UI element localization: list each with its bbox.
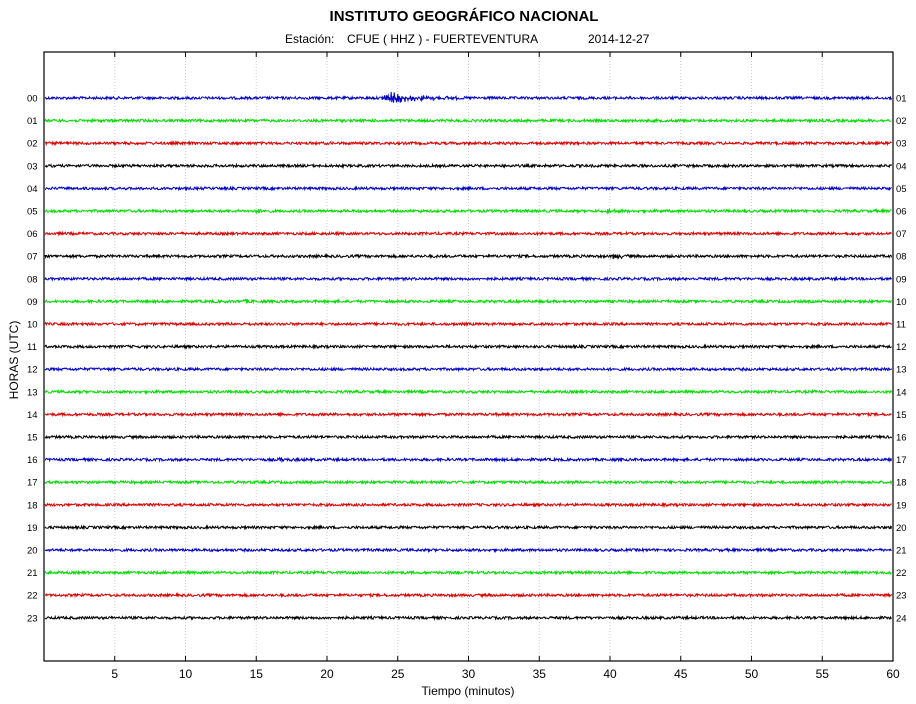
hour-label-right: 06 [896,207,907,218]
trace-hour-19 [44,524,893,531]
hour-label-right: 12 [896,342,907,353]
hour-label-right: 13 [896,365,907,376]
hour-label-right: 11 [896,320,906,331]
station-name: CFUE ( HHZ ) - FUERTEVENTURA [347,32,538,46]
hour-label-left: 04 [27,184,38,195]
chart-title: INSTITUTO GEOGRÁFICO NACIONAL [330,8,599,25]
hour-label-right: 24 [896,613,907,624]
hour-label-left: 02 [27,139,38,150]
hour-label-left: 01 [27,116,38,127]
trace-hour-15 [44,433,893,441]
hour-label-right: 19 [896,500,907,511]
x-tick-label: 30 [462,667,476,681]
hour-label-left: 21 [27,568,38,579]
hour-label-right: 14 [896,387,907,398]
trace-hour-20 [44,546,892,554]
x-tick-label: 50 [745,667,759,681]
seismic-traces [44,91,893,621]
x-tick-label: 25 [391,667,405,681]
trace-hour-09 [44,298,892,305]
hour-label-left: 20 [27,546,38,557]
x-tick-label: 60 [886,667,900,681]
hour-label-right: 02 [896,116,907,127]
trace-hour-00 [44,91,893,103]
hour-label-left: 22 [27,591,38,602]
hour-label-right: 10 [896,297,907,308]
hour-label-left: 09 [27,297,38,308]
trace-hour-05 [44,207,892,215]
hour-label-right: 08 [896,252,907,263]
hour-label-right: 05 [896,184,907,195]
hour-label-right: 03 [896,139,907,150]
y-axis-label: HORAS (UTC) [7,321,21,400]
hour-label-left: 13 [27,387,38,398]
trace-hour-23 [44,614,892,621]
hour-label-right: 09 [896,274,907,285]
trace-hour-10 [44,320,893,328]
x-tick-label: 10 [179,667,193,681]
x-tick-label: 15 [250,667,264,681]
trace-hour-07 [44,252,893,260]
hour-label-right: 21 [896,546,907,557]
x-tick-label: 5 [111,667,118,681]
hour-label-left: 12 [27,365,38,376]
hour-label-left: 06 [27,229,38,240]
hour-label-left: 11 [27,342,37,353]
trace-hour-18 [44,501,892,509]
hour-label-right: 23 [896,591,907,602]
x-axis-ticks: 5 10 15 20 25 30 35 40 45 50 55 60 [111,52,900,681]
hour-label-right: 15 [896,410,907,421]
hour-label-right: 07 [896,229,907,240]
hour-label-left: 18 [27,500,38,511]
trace-hour-01 [44,117,892,124]
hour-label-left: 23 [27,613,38,624]
trace-hour-21 [44,569,892,576]
x-axis-label: Tiempo (minutos) [422,684,515,698]
hour-label-right: 20 [896,523,907,534]
trace-hour-12 [44,366,893,373]
hour-label-left: 19 [27,523,38,534]
x-tick-label: 45 [674,667,688,681]
hour-label-left: 16 [27,455,38,466]
trace-hour-22 [44,591,893,599]
station-label: Estación: [285,32,334,46]
left-hour-labels: 00 01 02 03 04 05 06 07 08 09 10 11 12 13 14 15 16 17 18 19… [27,94,38,625]
hour-label-right: 17 [896,455,907,466]
right-hour-labels: 01 02 03 04 05 06 07 08 09 10 11 12 13 14 15 16 17 18 19 20… [896,94,907,625]
hour-label-left: 00 [27,94,38,105]
hour-label-left: 08 [27,274,38,285]
trace-hour-08 [44,275,892,282]
hour-label-right: 16 [896,433,907,444]
grid-lines [114,52,823,661]
hour-label-right: 01 [896,94,907,105]
x-tick-label: 55 [816,667,830,681]
trace-hour-04 [44,185,892,192]
hour-label-right: 04 [896,161,907,172]
hour-label-left: 07 [27,252,38,263]
trace-hour-11 [44,343,892,350]
hour-label-left: 10 [27,320,38,331]
record-date: 2014-12-27 [588,32,650,46]
hour-label-right: 22 [896,568,907,579]
trace-hour-02 [44,140,892,147]
trace-hour-14 [44,411,892,418]
hour-label-left: 15 [27,433,38,444]
hour-label-left: 14 [27,410,38,421]
hour-label-left: 03 [27,161,38,172]
trace-hour-16 [44,456,893,464]
trace-hour-17 [44,479,893,486]
trace-hour-03 [44,162,893,170]
hour-label-left: 05 [27,207,38,218]
trace-hour-06 [44,230,892,237]
hour-label-right: 18 [896,478,907,489]
x-tick-label: 20 [320,667,334,681]
hour-label-left: 17 [27,478,38,489]
trace-hour-13 [44,388,893,396]
x-tick-label: 35 [533,667,547,681]
x-tick-label: 40 [603,667,617,681]
